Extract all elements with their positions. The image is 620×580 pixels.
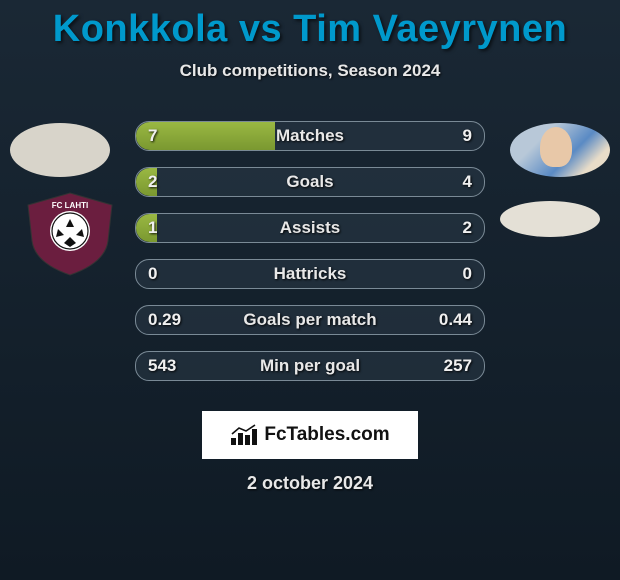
stat-value-right: 0: [463, 260, 472, 288]
stat-row: 1Assists2: [135, 213, 485, 243]
stat-value-right: 0.44: [439, 306, 472, 334]
brand-label: FcTables.com: [264, 424, 389, 446]
stat-label: Assists: [136, 214, 484, 242]
stat-row: 543Min per goal257: [135, 351, 485, 381]
stat-label: Goals per match: [136, 306, 484, 334]
brand-link[interactable]: FcTables.com: [202, 411, 418, 459]
stat-row: 2Goals4: [135, 167, 485, 197]
club-placeholder-icon: [500, 201, 600, 237]
stat-label: Min per goal: [136, 352, 484, 380]
comparison-area: FC LAHTI 7Matches92Goals41Assists20Hattr…: [0, 121, 620, 401]
stat-value-right: 2: [463, 214, 472, 242]
stat-value-right: 257: [444, 352, 472, 380]
stat-label: Hattricks: [136, 260, 484, 288]
page-title: Konkkola vs Tim Vaeyrynen: [0, 0, 620, 51]
stat-row: 0Hattricks0: [135, 259, 485, 289]
snapshot-date: 2 october 2024: [0, 473, 620, 494]
stat-label: Goals: [136, 168, 484, 196]
svg-text:FC LAHTI: FC LAHTI: [52, 201, 88, 210]
player-right-club-logo: [500, 191, 600, 277]
stats-list: 7Matches92Goals41Assists20Hattricks00.29…: [135, 121, 485, 397]
stat-value-right: 9: [463, 122, 472, 150]
player-left-club-logo: FC LAHTI: [20, 191, 120, 277]
brand-chart-icon: [230, 424, 258, 446]
stat-value-right: 4: [463, 168, 472, 196]
stat-label: Matches: [136, 122, 484, 150]
competition-subtitle: Club competitions, Season 2024: [0, 61, 620, 81]
stat-row: 7Matches9: [135, 121, 485, 151]
stat-row: 0.29Goals per match0.44: [135, 305, 485, 335]
player-right-photo: [510, 123, 610, 177]
player-left-photo: [10, 123, 110, 177]
